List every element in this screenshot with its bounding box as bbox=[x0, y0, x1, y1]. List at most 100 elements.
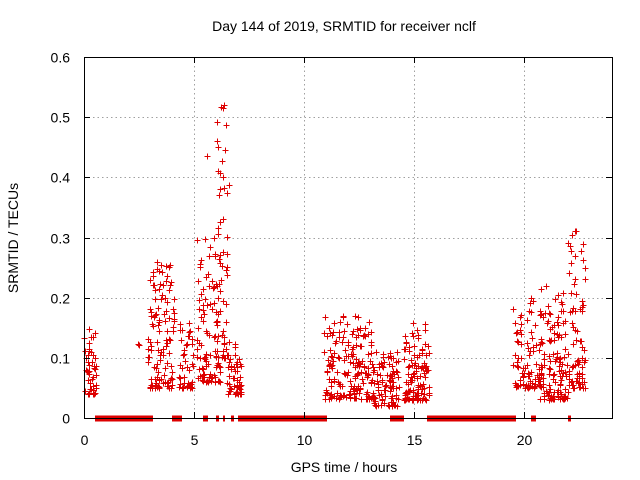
data-point bbox=[359, 376, 366, 383]
data-point bbox=[200, 286, 207, 293]
data-point bbox=[532, 322, 539, 329]
data-point bbox=[410, 320, 417, 327]
data-point bbox=[558, 377, 565, 384]
data-point bbox=[166, 350, 173, 357]
data-point bbox=[196, 366, 203, 373]
data-point bbox=[524, 340, 531, 347]
data-point bbox=[347, 359, 354, 366]
data-point bbox=[382, 393, 389, 400]
data-point bbox=[334, 390, 341, 397]
data-point bbox=[213, 364, 220, 371]
data-point bbox=[350, 344, 357, 351]
data-point bbox=[92, 366, 99, 373]
data-point bbox=[210, 285, 217, 292]
data-point bbox=[358, 343, 365, 350]
data-point bbox=[198, 257, 205, 264]
data-point bbox=[555, 393, 562, 400]
data-point bbox=[510, 362, 517, 369]
data-point bbox=[557, 382, 564, 389]
data-point bbox=[355, 370, 362, 377]
data-point bbox=[421, 370, 428, 377]
data-point bbox=[220, 298, 227, 305]
data-point bbox=[91, 391, 98, 398]
data-point bbox=[582, 265, 589, 272]
data-point bbox=[335, 354, 342, 361]
data-point bbox=[576, 379, 583, 386]
data-point bbox=[344, 372, 351, 379]
data-point bbox=[515, 383, 522, 390]
data-point bbox=[512, 380, 519, 387]
data-point bbox=[402, 333, 409, 340]
data-point bbox=[233, 361, 240, 368]
data-point bbox=[352, 395, 359, 402]
data-point bbox=[150, 323, 157, 330]
data-point bbox=[354, 362, 361, 369]
data-point bbox=[379, 379, 386, 386]
data-point bbox=[223, 319, 230, 326]
data-point bbox=[361, 363, 368, 370]
data-point bbox=[374, 378, 381, 385]
data-point bbox=[560, 320, 567, 327]
data-point bbox=[220, 105, 227, 112]
data-point bbox=[226, 339, 233, 346]
data-point bbox=[384, 372, 391, 379]
axis-ticks bbox=[84, 57, 612, 419]
data-point bbox=[571, 281, 578, 288]
data-point bbox=[238, 382, 245, 389]
data-point bbox=[216, 192, 223, 199]
y-tick-label: 0.4 bbox=[51, 170, 71, 186]
data-point bbox=[169, 376, 176, 383]
data-point bbox=[575, 357, 582, 364]
data-point bbox=[409, 330, 416, 337]
data-point bbox=[510, 306, 517, 313]
data-point bbox=[566, 270, 573, 277]
data-point bbox=[156, 385, 163, 392]
data-point bbox=[422, 374, 429, 381]
data-point bbox=[86, 326, 93, 333]
data-point bbox=[202, 296, 209, 303]
data-point bbox=[364, 389, 371, 396]
data-point bbox=[154, 259, 161, 266]
x-tick-label: 10 bbox=[297, 432, 313, 448]
data-point bbox=[370, 364, 377, 371]
data-point bbox=[524, 384, 531, 391]
data-point bbox=[206, 374, 213, 381]
data-point bbox=[209, 278, 216, 285]
data-point bbox=[179, 327, 186, 334]
data-point bbox=[216, 256, 223, 263]
data-point bbox=[547, 338, 554, 345]
data-point bbox=[186, 329, 193, 336]
data-point bbox=[405, 388, 412, 395]
data-point bbox=[414, 354, 421, 361]
data-point bbox=[196, 297, 203, 304]
data-point bbox=[198, 314, 205, 321]
y-tick-label: 0.1 bbox=[51, 351, 71, 367]
data-point bbox=[217, 219, 224, 226]
data-point bbox=[528, 295, 535, 302]
data-point bbox=[157, 281, 164, 288]
data-point bbox=[154, 374, 161, 381]
data-point bbox=[85, 391, 92, 398]
data-point bbox=[179, 365, 186, 372]
data-point bbox=[170, 328, 177, 335]
data-point bbox=[156, 328, 163, 335]
data-point bbox=[422, 341, 429, 348]
data-point bbox=[525, 385, 532, 392]
data-point bbox=[396, 384, 403, 391]
data-point bbox=[166, 315, 173, 322]
data-point bbox=[421, 391, 428, 398]
data-point bbox=[579, 304, 586, 311]
data-point bbox=[548, 337, 555, 344]
data-point bbox=[155, 322, 162, 329]
data-point bbox=[177, 381, 184, 388]
data-point bbox=[351, 388, 358, 395]
data-point bbox=[562, 386, 569, 393]
data-point bbox=[224, 272, 231, 279]
data-point bbox=[576, 373, 583, 380]
data-point bbox=[375, 402, 382, 409]
data-point bbox=[168, 279, 175, 286]
data-point bbox=[544, 320, 551, 327]
data-point bbox=[560, 290, 567, 297]
data-point bbox=[570, 324, 577, 331]
data-point bbox=[230, 375, 237, 382]
